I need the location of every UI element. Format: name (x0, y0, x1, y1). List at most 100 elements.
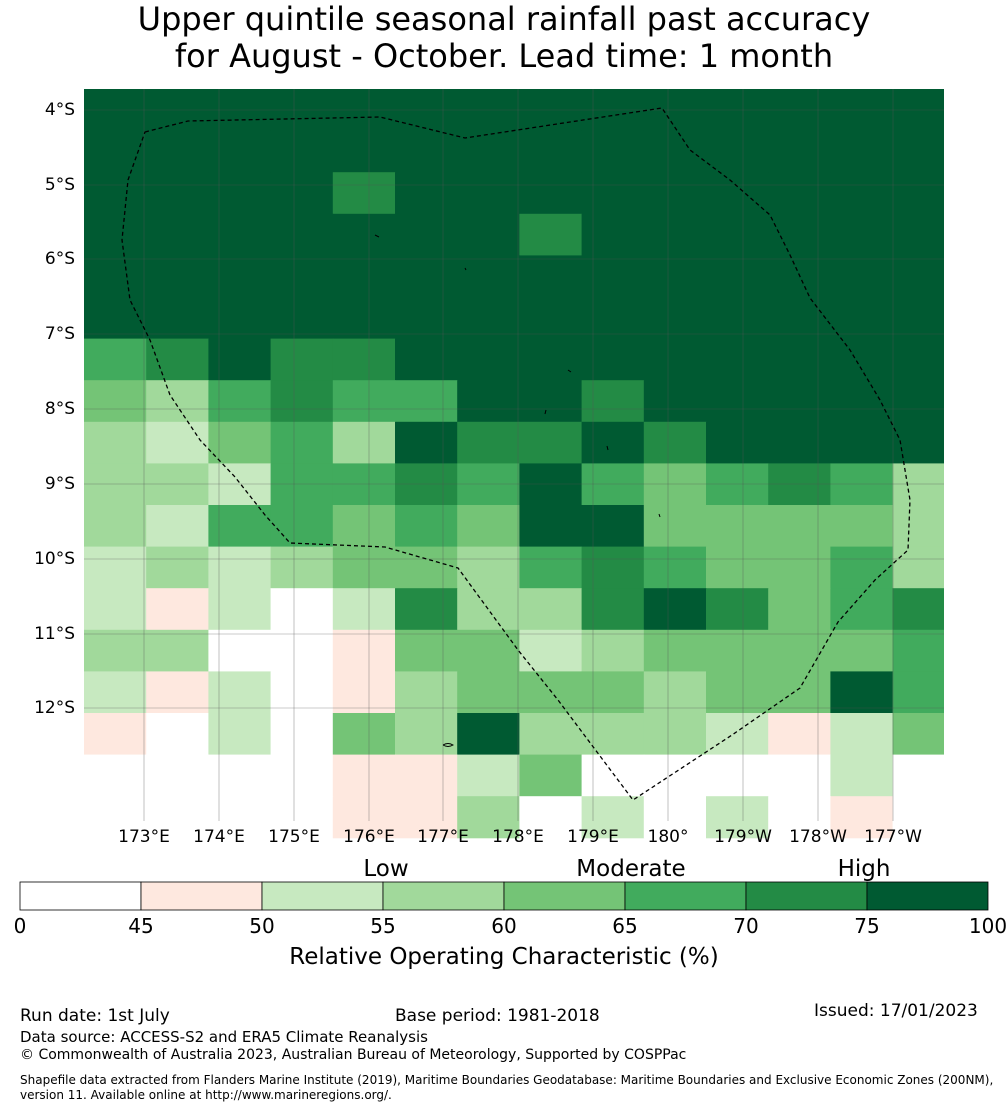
map-cell (581, 130, 645, 173)
longitude-label: 178°W (789, 827, 847, 847)
map-cell (146, 754, 209, 797)
map-cell (643, 338, 707, 381)
map-cell (84, 213, 147, 256)
map-cell (146, 463, 209, 506)
map-cell (84, 297, 147, 340)
map-cell (270, 338, 334, 381)
map-cell (395, 130, 458, 173)
map-cell (208, 754, 272, 797)
island (606, 445, 609, 451)
map-cell (706, 463, 769, 506)
map-cell (519, 255, 583, 298)
map-cell (84, 505, 147, 548)
map-title-line-1: Upper quintile seasonal rainfall past ac… (137, 0, 871, 38)
latitude-label: 4°S (44, 100, 75, 120)
colorbar-swatch (382, 881, 505, 911)
map-cell (706, 297, 769, 340)
map-cell (270, 796, 334, 839)
map-cell (581, 255, 645, 298)
map-cell (84, 130, 147, 173)
map-cell (892, 796, 944, 839)
map-cell (519, 172, 583, 215)
colorbar-swatch (19, 881, 142, 911)
map-cell (395, 463, 458, 506)
map-cell (332, 754, 396, 797)
map-cell (581, 713, 645, 756)
map-cell (643, 754, 707, 797)
map-cell (208, 713, 272, 756)
latitude-label: 12°S (34, 698, 75, 718)
map-cell (706, 754, 769, 797)
map-cell (830, 380, 894, 423)
map-cell (84, 588, 147, 631)
island (567, 369, 572, 373)
map-cell (208, 172, 272, 215)
map-cell (643, 255, 707, 298)
longitude-label: 175°E (268, 827, 320, 847)
island (658, 513, 661, 518)
map-cell (830, 421, 894, 464)
map-cell (208, 588, 272, 631)
map-cell (519, 505, 583, 548)
longitude-label: 177°E (417, 827, 469, 847)
map-cell (208, 255, 272, 298)
map-cell (706, 671, 769, 714)
map-cell (270, 588, 334, 631)
island (374, 234, 380, 238)
map-cell (84, 380, 147, 423)
island (442, 743, 454, 747)
colorbar (19, 881, 989, 911)
latitude-label: 11°S (34, 624, 75, 644)
colorbar-tick-label: 55 (370, 914, 396, 938)
colorbar-tick-label: 75 (854, 914, 880, 938)
map-cell (830, 588, 894, 631)
longitude-label: 173°E (118, 827, 170, 847)
map-cell (457, 671, 520, 714)
map-cell (706, 130, 769, 173)
map-cell (768, 338, 831, 381)
map-cell (146, 172, 209, 215)
map-cell (830, 505, 894, 548)
map-cell (270, 671, 334, 714)
map-cell (208, 546, 272, 589)
map-cell (395, 505, 458, 548)
colorbar-tick-label: 0 (13, 914, 27, 938)
map-cell (581, 629, 645, 672)
map-cell (643, 588, 707, 631)
map-cell (643, 505, 707, 548)
map-cell (146, 255, 209, 298)
base-period: Base period: 1981-2018 (395, 1006, 600, 1026)
map-cell (643, 172, 707, 215)
map-cell (581, 588, 645, 631)
longitude-label: 179°W (714, 827, 772, 847)
map-cell (643, 421, 707, 464)
map-cell (457, 421, 520, 464)
colorbar-tick-label: 65 (612, 914, 638, 938)
map-cell (830, 255, 894, 298)
map-cell (519, 213, 583, 256)
map-cell (270, 172, 334, 215)
map-cell (830, 796, 894, 839)
map-cell (519, 421, 583, 464)
map-cell (395, 629, 458, 672)
map-cell (270, 629, 334, 672)
map-cell (581, 754, 645, 797)
map-cell (208, 338, 272, 381)
map-cell (457, 505, 520, 548)
map-cell (146, 671, 209, 714)
map-cell (706, 421, 769, 464)
map-cell (332, 546, 396, 589)
map-cell (332, 463, 396, 506)
map-cell (84, 463, 147, 506)
map-cell (519, 546, 583, 589)
map-cell (208, 671, 272, 714)
shapefile-credit-line-1: Shapefile data extracted from Flanders M… (20, 1073, 994, 1087)
map-cell (581, 463, 645, 506)
map-cell (643, 463, 707, 506)
map-cell (519, 588, 583, 631)
map-cell (457, 297, 520, 340)
map-cell (332, 255, 396, 298)
map-cell (457, 629, 520, 672)
colorbar-swatch (745, 881, 868, 911)
map-cell (146, 297, 209, 340)
